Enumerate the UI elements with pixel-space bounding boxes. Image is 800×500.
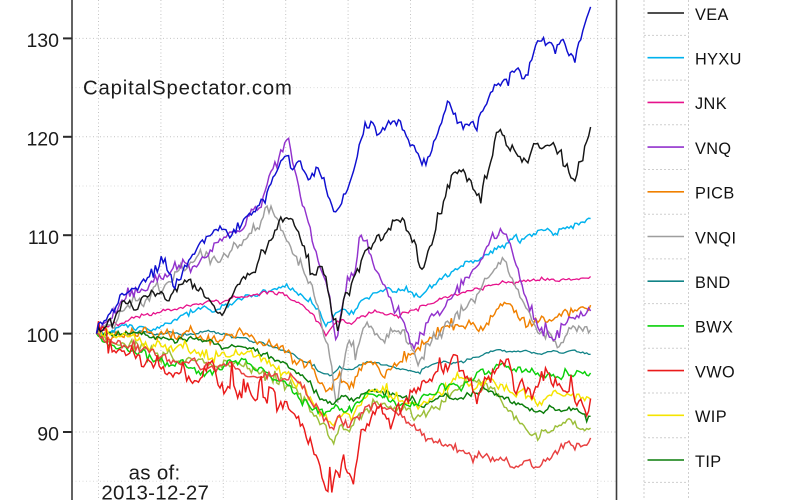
svg-text:VNQ: VNQ xyxy=(695,140,731,158)
svg-text:HYXU: HYXU xyxy=(695,51,742,69)
svg-text:BND: BND xyxy=(695,274,731,292)
svg-text:110: 110 xyxy=(28,227,59,249)
svg-text:100: 100 xyxy=(26,325,59,347)
svg-text:WIP: WIP xyxy=(695,408,727,426)
svg-text:PICB: PICB xyxy=(695,185,735,203)
svg-text:VEA: VEA xyxy=(695,6,729,24)
svg-text:130: 130 xyxy=(26,30,59,52)
svg-text:as of:: as of: xyxy=(129,462,181,485)
svg-text:2013-12-27: 2013-12-27 xyxy=(101,482,209,500)
svg-text:JNK: JNK xyxy=(695,95,727,113)
svg-text:CapitalSpectator.com: CapitalSpectator.com xyxy=(83,78,293,100)
svg-text:VNQI: VNQI xyxy=(695,229,736,247)
svg-text:VWO: VWO xyxy=(695,363,735,381)
svg-text:90: 90 xyxy=(37,424,59,446)
svg-text:BWX: BWX xyxy=(695,319,733,337)
svg-text:TIP: TIP xyxy=(695,453,722,471)
svg-text:120: 120 xyxy=(26,128,59,150)
